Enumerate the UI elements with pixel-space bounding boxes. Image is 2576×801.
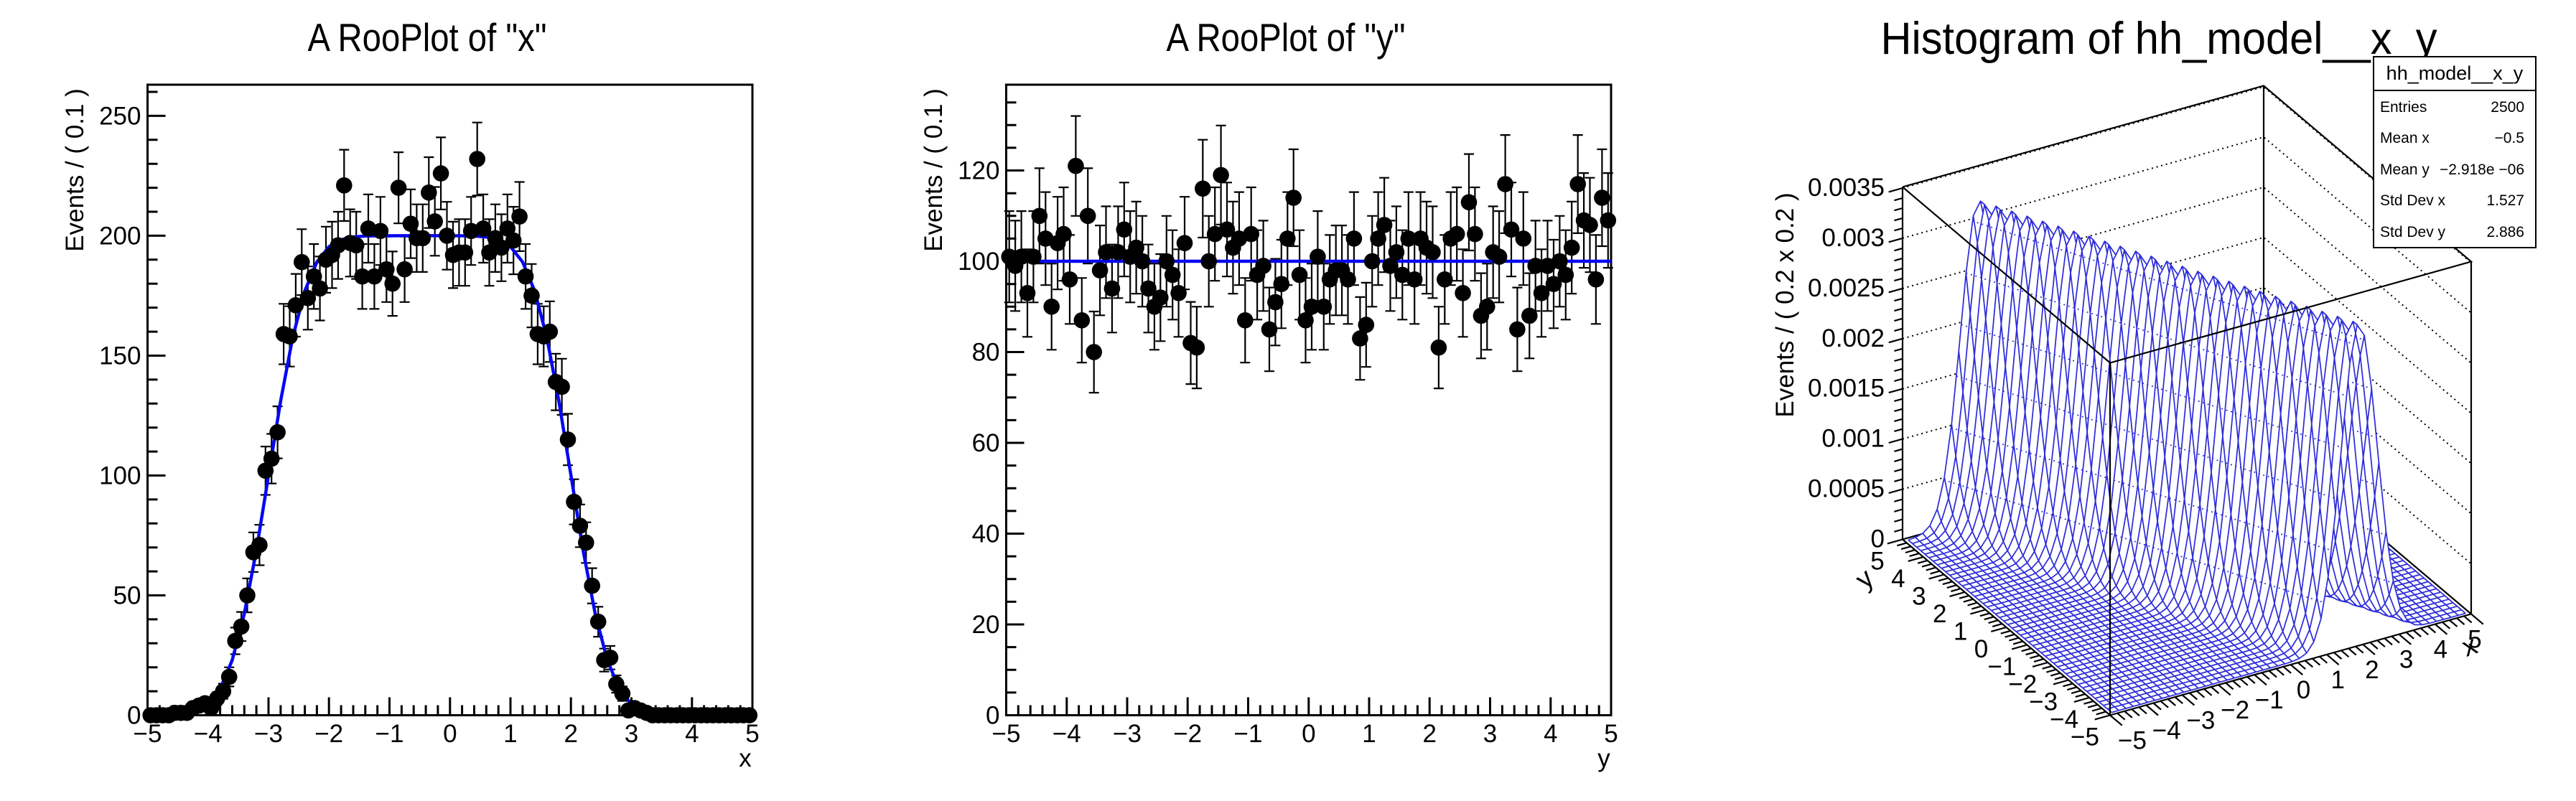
- svg-text:1: 1: [1954, 618, 1967, 646]
- svg-text:−1: −1: [2255, 686, 2284, 714]
- svg-text:−4: −4: [2152, 716, 2181, 744]
- svg-text:100: 100: [958, 248, 999, 276]
- svg-text:250: 250: [99, 102, 141, 130]
- svg-text:3: 3: [2399, 646, 2413, 674]
- svg-text:Events / ( 0.2 x 0.2 ): Events / ( 0.2 x 0.2 ): [1771, 192, 1799, 417]
- svg-text:0: 0: [2297, 676, 2310, 704]
- svg-text:1: 1: [2330, 666, 2344, 694]
- svg-text:−4: −4: [1053, 720, 1081, 748]
- svg-text:50: 50: [113, 582, 141, 610]
- svg-text:5: 5: [1870, 548, 1884, 576]
- svg-text:0.0015: 0.0015: [1808, 375, 1885, 403]
- svg-text:0.003: 0.003: [1821, 224, 1885, 252]
- svg-text:−2: −2: [314, 720, 343, 748]
- svg-text:−3: −3: [1113, 720, 1142, 748]
- svg-text:−1: −1: [1234, 720, 1263, 748]
- svg-text:4: 4: [1891, 565, 1905, 593]
- svg-text:3: 3: [625, 720, 638, 748]
- svg-text:Events / ( 0.1 ): Events / ( 0.1 ): [61, 88, 89, 252]
- svg-text:0.0005: 0.0005: [1808, 475, 1885, 503]
- svg-text:80: 80: [972, 339, 1000, 367]
- svg-text:2: 2: [2365, 656, 2379, 684]
- svg-text:1: 1: [1362, 720, 1376, 748]
- svg-text:20: 20: [972, 611, 1000, 639]
- svg-text:−0.5: −0.5: [2495, 130, 2524, 146]
- svg-text:0: 0: [986, 702, 999, 730]
- svg-text:−3: −3: [2186, 706, 2215, 734]
- svg-text:Entries: Entries: [2380, 99, 2427, 116]
- svg-text:A RooPlot of "y": A RooPlot of "y": [1167, 15, 1406, 60]
- svg-text:200: 200: [99, 222, 141, 250]
- svg-text:−2.918e −06: −2.918e −06: [2440, 161, 2524, 178]
- svg-text:−1: −1: [375, 720, 404, 748]
- svg-text:40: 40: [972, 520, 1000, 548]
- svg-text:0: 0: [1302, 720, 1315, 748]
- svg-text:5: 5: [2468, 626, 2481, 654]
- svg-text:2.886: 2.886: [2486, 224, 2524, 240]
- svg-text:−5: −5: [2071, 723, 2099, 751]
- svg-text:A RooPlot of "x": A RooPlot of "x": [308, 15, 547, 60]
- svg-text:0.0025: 0.0025: [1808, 274, 1885, 302]
- svg-text:Histogram of hh_model__x_y: Histogram of hh_model__x_y: [1881, 14, 2437, 64]
- svg-text:0.0035: 0.0035: [1808, 174, 1885, 202]
- svg-text:2: 2: [1933, 600, 1946, 628]
- svg-text:0.001: 0.001: [1821, 425, 1885, 453]
- svg-text:60: 60: [972, 429, 1000, 457]
- svg-text:3: 3: [1483, 720, 1497, 748]
- svg-text:2: 2: [1422, 720, 1436, 748]
- svg-text:−3: −3: [254, 720, 283, 748]
- svg-text:−5: −5: [134, 720, 162, 748]
- svg-text:−2: −2: [2008, 670, 2037, 698]
- svg-text:hh_model__x_y: hh_model__x_y: [2386, 62, 2524, 84]
- svg-text:−4: −4: [194, 720, 223, 748]
- svg-text:4: 4: [2434, 636, 2447, 664]
- svg-text:0: 0: [127, 702, 141, 730]
- svg-text:Mean y: Mean y: [2380, 161, 2430, 178]
- svg-text:2: 2: [564, 720, 577, 748]
- svg-text:100: 100: [99, 462, 141, 490]
- svg-text:x: x: [739, 744, 752, 772]
- svg-text:0: 0: [1871, 525, 1885, 553]
- svg-text:−1: −1: [1987, 653, 2016, 681]
- svg-text:−2: −2: [1173, 720, 1202, 748]
- svg-text:−3: −3: [2029, 688, 2058, 716]
- svg-text:150: 150: [99, 342, 141, 370]
- svg-text:−4: −4: [2050, 706, 2078, 734]
- svg-text:1.527: 1.527: [2486, 192, 2524, 209]
- svg-text:0: 0: [443, 720, 457, 748]
- svg-text:0: 0: [1974, 635, 1988, 663]
- svg-text:Events / ( 0.1 ): Events / ( 0.1 ): [920, 88, 948, 252]
- svg-text:3: 3: [1912, 583, 1926, 611]
- svg-text:5: 5: [745, 720, 759, 748]
- svg-text:Std Dev y: Std Dev y: [2380, 224, 2446, 240]
- svg-text:5: 5: [1604, 720, 1618, 748]
- svg-text:−5: −5: [2118, 727, 2147, 755]
- svg-text:120: 120: [958, 157, 999, 185]
- svg-text:1: 1: [503, 720, 517, 748]
- svg-text:y: y: [1597, 744, 1610, 772]
- svg-text:−5: −5: [992, 720, 1021, 748]
- svg-text:Std Dev x: Std Dev x: [2380, 192, 2446, 209]
- svg-text:−2: −2: [2221, 696, 2249, 724]
- svg-text:4: 4: [685, 720, 699, 748]
- svg-text:2500: 2500: [2491, 99, 2524, 116]
- svg-text:4: 4: [1544, 720, 1557, 748]
- svg-text:Mean x: Mean x: [2380, 130, 2430, 146]
- svg-text:0.002: 0.002: [1821, 324, 1885, 352]
